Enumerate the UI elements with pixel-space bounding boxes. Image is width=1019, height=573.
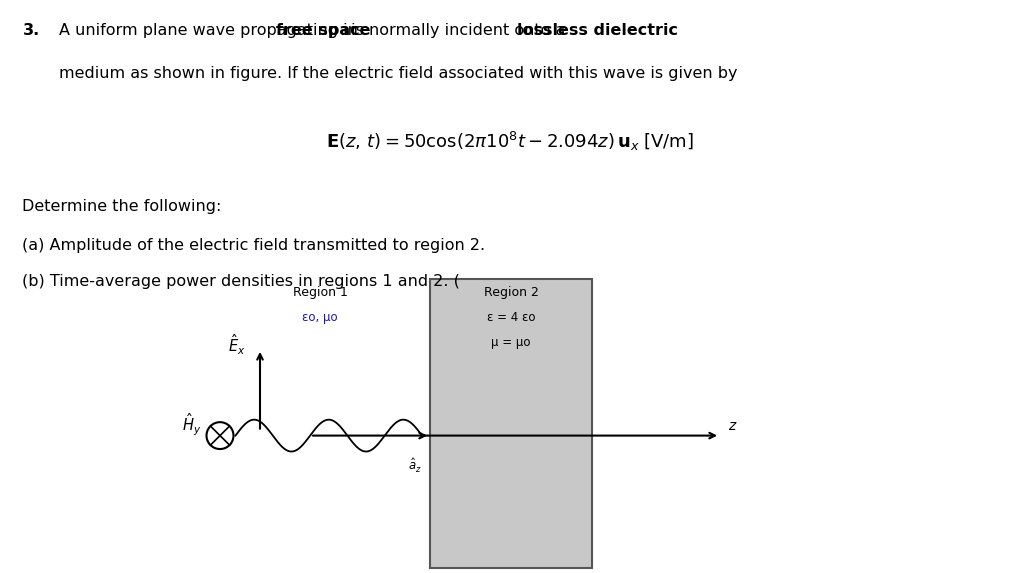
Text: is normally incident onto a: is normally incident onto a bbox=[345, 23, 570, 38]
Text: medium as shown in figure. If the electric field associated with this wave is gi: medium as shown in figure. If the electr… bbox=[59, 66, 737, 81]
Text: (b) Time-average power densities in regions 1 and 2. (: (b) Time-average power densities in regi… bbox=[22, 274, 460, 289]
Text: $\mathbf{E}(z,\,t) = 50\cos(2\pi10^8t - 2.094z)\,\mathbf{u}_x\;[\mathrm{V/m}]$: $\mathbf{E}(z,\,t) = 50\cos(2\pi10^8t - … bbox=[326, 131, 693, 154]
Text: z: z bbox=[728, 419, 735, 433]
Text: free space: free space bbox=[276, 23, 371, 38]
Text: (a) Amplitude of the electric field transmitted to region 2.: (a) Amplitude of the electric field tran… bbox=[22, 238, 485, 253]
Text: Region 1: Region 1 bbox=[292, 286, 347, 299]
Text: lossless dielectric: lossless dielectric bbox=[517, 23, 678, 38]
Text: μ = μo: μ = μo bbox=[491, 336, 530, 349]
Text: $\hat{E}_x$: $\hat{E}_x$ bbox=[228, 332, 246, 356]
Text: A uniform plane wave propagating in: A uniform plane wave propagating in bbox=[59, 23, 363, 38]
Text: ε = 4 εo: ε = 4 εo bbox=[486, 311, 535, 324]
Text: Determine the following:: Determine the following: bbox=[22, 199, 221, 214]
Text: 3.: 3. bbox=[22, 23, 40, 38]
Text: $\hat{H}_y$: $\hat{H}_y$ bbox=[181, 411, 201, 438]
Text: εo, μo: εo, μo bbox=[302, 311, 337, 324]
Text: $\hat{a}_z$: $\hat{a}_z$ bbox=[408, 457, 422, 474]
Text: Region 2: Region 2 bbox=[483, 286, 538, 299]
Bar bbox=[430, 279, 591, 568]
